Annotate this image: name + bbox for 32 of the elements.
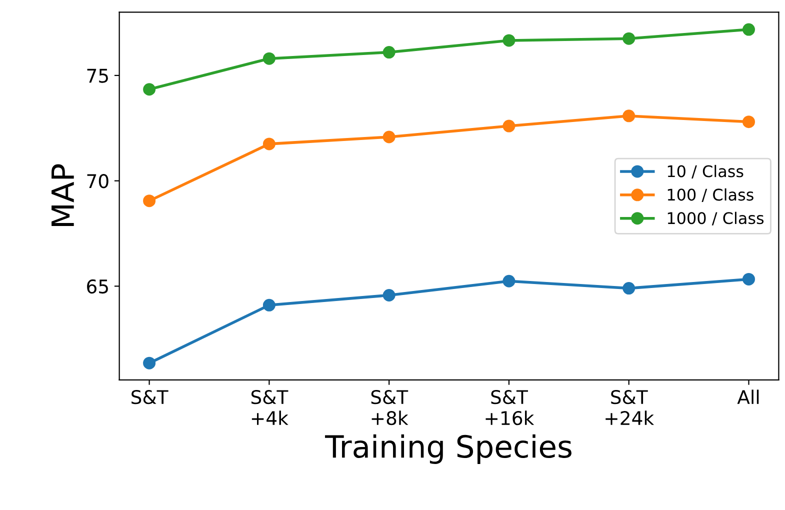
x-tick-label: S&T +24k	[606, 390, 654, 425]
point	[742, 116, 755, 128]
point	[742, 272, 755, 286]
point	[262, 138, 276, 150]
x-tick-label: S&T +16k	[486, 390, 534, 426]
y-tick-label: 75	[87, 68, 108, 83]
x-axis-title: Training Species	[325, 434, 572, 464]
point	[143, 194, 156, 208]
point	[502, 120, 516, 132]
point	[262, 298, 276, 312]
point	[143, 356, 156, 370]
x-tick-label: S&T +8k	[371, 390, 408, 426]
point	[742, 23, 755, 36]
y-tick-label: 65	[87, 279, 108, 294]
point	[502, 34, 516, 47]
legend-label: 1000 / Class	[668, 212, 764, 226]
point	[622, 110, 636, 122]
y-tick-label: 70	[87, 174, 108, 188]
x-tick-label: All	[737, 390, 759, 404]
y-axis-title: MAP	[52, 164, 74, 226]
x-tick-label: S&T	[132, 390, 168, 404]
x-tick-label: S&T +4k	[251, 390, 288, 425]
point	[622, 32, 636, 45]
point	[382, 46, 396, 59]
point	[382, 288, 396, 302]
point	[143, 83, 156, 96]
point	[622, 282, 636, 295]
point	[382, 130, 396, 144]
point	[262, 52, 276, 65]
point	[502, 274, 516, 288]
legend-label: 10 / Class	[668, 164, 744, 179]
legend-label: 100 / Class	[668, 188, 754, 202]
